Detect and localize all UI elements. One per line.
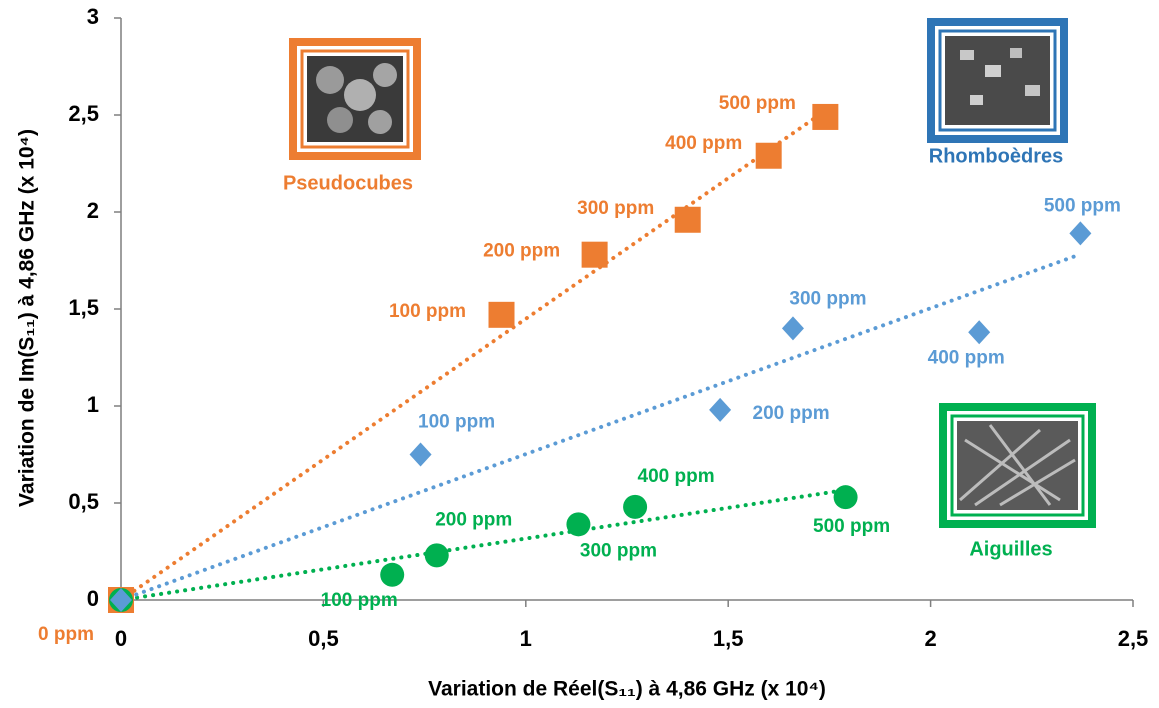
marker xyxy=(755,142,782,169)
x-tick-label: 0,5 xyxy=(308,626,339,651)
point-label: 0 ppm xyxy=(38,624,94,645)
y-axis-title: Variation de Im(S₁₁) à 4,86 GHz (x 10⁴) xyxy=(16,129,39,507)
annotation: Aiguilles xyxy=(969,538,1052,560)
point-label: 300 ppm xyxy=(580,540,657,561)
x-tick-label: 2 xyxy=(924,626,936,651)
point-label: 500 ppm xyxy=(813,516,890,537)
point-label: 100 ppm xyxy=(389,301,466,322)
annotation: Rhomboèdres xyxy=(929,145,1063,167)
image-aiguilles: Aiguilles xyxy=(939,403,1096,560)
y-tick-label: 2 xyxy=(87,198,99,223)
x-tick-label: 0 xyxy=(115,626,127,651)
point-label: 100 ppm xyxy=(418,412,495,433)
x-tick-label: 1 xyxy=(520,626,532,651)
point-label: 400 ppm xyxy=(665,133,742,154)
marker xyxy=(674,206,701,233)
point-label: 500 ppm xyxy=(1044,195,1121,216)
y-tick-label: 2,5 xyxy=(68,101,99,126)
marker xyxy=(110,588,132,612)
point-label: 300 ppm xyxy=(789,288,866,309)
point-label: 300 ppm xyxy=(577,198,654,219)
y-tick-label: 1,5 xyxy=(68,295,99,320)
point-label: 200 ppm xyxy=(753,403,830,424)
point-label: 400 ppm xyxy=(928,347,1005,368)
point-label: 400 ppm xyxy=(638,466,715,487)
marker xyxy=(581,241,608,268)
marker xyxy=(566,512,591,537)
marker xyxy=(409,442,432,467)
point-label: 200 ppm xyxy=(483,241,560,262)
y-tick-label: 0 xyxy=(87,586,99,611)
point-label: 500 ppm xyxy=(719,93,796,114)
y-tick-label: 0,5 xyxy=(68,489,99,514)
image-rhomboedres: Rhomboèdres xyxy=(927,18,1068,167)
trendline xyxy=(119,487,848,602)
x-axis-title: Variation de Réel(S₁₁) à 4,86 GHz (x 10⁴… xyxy=(428,678,826,701)
image-pseudocubes: Pseudocubes xyxy=(283,38,421,194)
y-tick-label: 3 xyxy=(87,4,99,29)
marker xyxy=(488,301,515,328)
marker xyxy=(623,494,648,519)
y-tick-label: 1 xyxy=(87,392,99,417)
marker xyxy=(781,316,804,341)
marker xyxy=(812,103,839,130)
marker xyxy=(833,485,858,510)
marker xyxy=(1069,221,1092,246)
annotation: Pseudocubes xyxy=(283,172,413,194)
x-tick-label: 1,5 xyxy=(713,626,744,651)
marker xyxy=(380,562,405,587)
point-label: 200 ppm xyxy=(435,509,512,530)
trendline xyxy=(119,252,1083,602)
marker xyxy=(424,543,449,568)
marker xyxy=(968,320,991,345)
marker xyxy=(709,397,732,422)
point-label: 100 ppm xyxy=(321,590,398,611)
trendline xyxy=(119,108,828,602)
x-tick-label: 2,5 xyxy=(1118,626,1149,651)
